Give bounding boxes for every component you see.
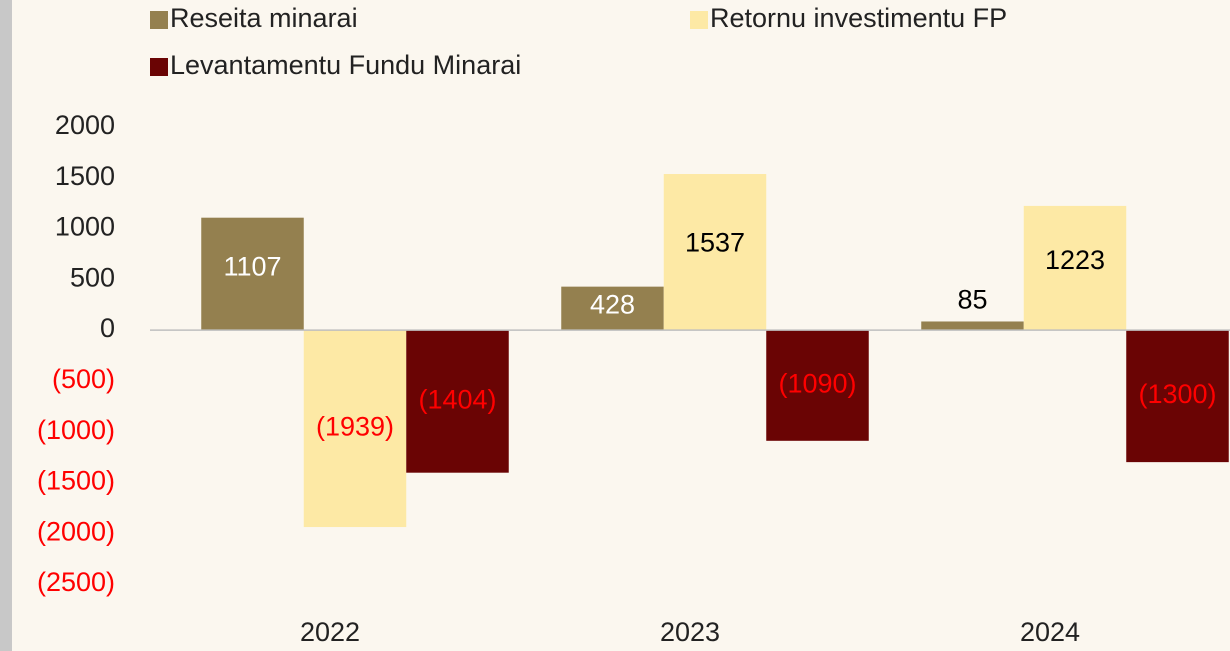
- data-label: 1537: [685, 227, 745, 257]
- legend-label: Reseita minarai: [170, 3, 358, 33]
- y-tick-label: (2000): [37, 516, 115, 546]
- bar: [406, 330, 509, 473]
- data-label: (1300): [1138, 379, 1216, 409]
- bar: [921, 321, 1024, 331]
- legend-label: Levantamentu Fundu Minarai: [170, 50, 521, 80]
- bar: [663, 174, 767, 331]
- y-tick-label: 0: [100, 313, 115, 343]
- y-tick-label: (1500): [37, 466, 115, 496]
- data-label: 428: [590, 289, 635, 319]
- side-strip: [0, 0, 12, 651]
- y-tick-label: 500: [70, 262, 115, 292]
- y-tick-label: 1000: [55, 212, 115, 242]
- y-tick-label: 2000: [55, 110, 115, 140]
- x-tick-label: 2024: [1020, 617, 1080, 647]
- bar: [1126, 330, 1229, 463]
- y-tick-label: (500): [52, 364, 115, 394]
- data-label: 1223: [1045, 245, 1105, 275]
- bar: [766, 330, 869, 441]
- data-label: 1107: [223, 251, 281, 281]
- x-tick-label: 2023: [660, 617, 720, 647]
- legend-swatch: [690, 11, 708, 29]
- bar: [201, 217, 304, 331]
- data-label: (1939): [316, 412, 394, 442]
- y-tick-label: 1500: [55, 161, 115, 191]
- bar: [1023, 205, 1127, 331]
- legend-swatch: [150, 11, 168, 29]
- data-label: (1404): [418, 385, 496, 415]
- y-tick-label: (1000): [37, 415, 115, 445]
- x-tick-label: 2022: [300, 617, 360, 647]
- y-tick-label: (2500): [37, 567, 115, 597]
- data-label: 85: [957, 285, 987, 315]
- legend-swatch: [150, 58, 168, 76]
- data-label: (1090): [778, 369, 856, 399]
- bar: [561, 286, 664, 331]
- bar: [303, 330, 407, 528]
- legend-label: Retornu investimentu FP: [710, 3, 1007, 33]
